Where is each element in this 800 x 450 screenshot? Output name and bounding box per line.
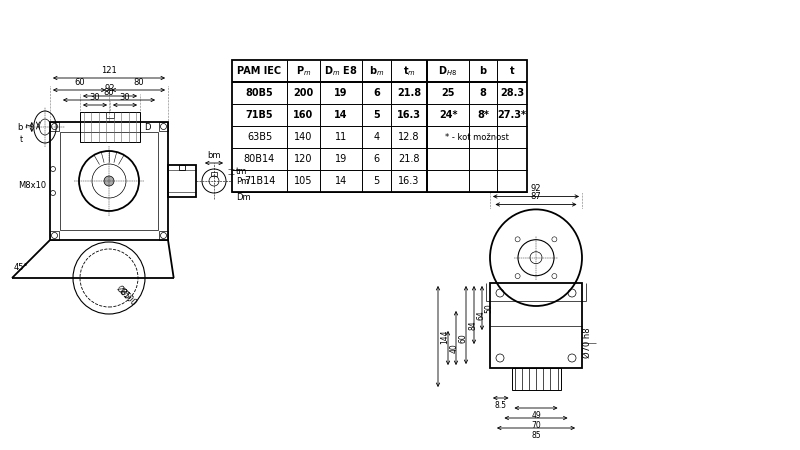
Text: D$_m$ E8: D$_m$ E8 — [324, 64, 358, 78]
Text: Ø70 h8: Ø70 h8 — [582, 328, 591, 358]
Text: Pm: Pm — [236, 176, 250, 185]
Text: 50: 50 — [484, 303, 493, 313]
Bar — [50, 231, 59, 240]
Text: 160: 160 — [294, 110, 314, 120]
Text: PAM IEC: PAM IEC — [238, 66, 282, 76]
Text: 60: 60 — [458, 333, 467, 343]
Text: 14: 14 — [335, 176, 347, 186]
Text: 30: 30 — [90, 93, 100, 102]
Text: b: b — [18, 122, 23, 131]
Text: 19: 19 — [335, 154, 347, 164]
Text: 80: 80 — [104, 88, 114, 97]
Text: 30: 30 — [120, 93, 130, 102]
Text: * - kot možnost: * - kot možnost — [445, 132, 509, 141]
Bar — [60, 132, 158, 230]
Text: b: b — [479, 66, 486, 76]
Text: 70: 70 — [531, 421, 541, 430]
Text: 49: 49 — [531, 411, 541, 420]
Text: 80: 80 — [133, 78, 143, 87]
Bar — [50, 122, 59, 131]
Text: 121: 121 — [101, 66, 117, 75]
Bar — [50, 122, 168, 240]
Text: 7: 7 — [26, 123, 35, 128]
Text: 6: 6 — [374, 154, 379, 164]
Bar — [80, 112, 140, 142]
Bar — [490, 283, 582, 368]
Bar — [232, 60, 527, 192]
Text: 71B5: 71B5 — [246, 110, 274, 120]
Text: 8*: 8* — [477, 110, 489, 120]
Text: 200: 200 — [294, 88, 314, 98]
Text: Dm: Dm — [236, 194, 250, 202]
Text: 28.3: 28.3 — [500, 88, 524, 98]
Text: t$_m$: t$_m$ — [402, 64, 415, 78]
Text: 8.5: 8.5 — [494, 401, 506, 410]
Text: Ø100: Ø100 — [117, 287, 138, 308]
Text: 16.3: 16.3 — [397, 110, 421, 120]
Text: 8: 8 — [479, 88, 486, 98]
Bar — [179, 165, 185, 170]
Text: 92: 92 — [530, 184, 542, 194]
Text: 21.8: 21.8 — [397, 88, 421, 98]
Text: 80B5: 80B5 — [246, 88, 274, 98]
Text: bm: bm — [207, 151, 221, 160]
Text: 24*: 24* — [438, 110, 458, 120]
Text: M8x10: M8x10 — [18, 181, 46, 190]
Text: 85: 85 — [531, 431, 541, 440]
Text: 92: 92 — [105, 84, 115, 93]
Text: 19: 19 — [334, 88, 348, 98]
Bar — [159, 231, 168, 240]
Text: Ø85: Ø85 — [114, 284, 131, 301]
Bar — [511, 368, 561, 390]
Text: 5: 5 — [374, 176, 380, 186]
Circle shape — [104, 176, 114, 186]
Text: 25: 25 — [442, 88, 454, 98]
Text: 64: 64 — [476, 310, 485, 320]
Text: 14: 14 — [334, 110, 348, 120]
Text: P$_m$: P$_m$ — [296, 64, 311, 78]
Text: D: D — [144, 122, 150, 131]
Bar — [168, 165, 196, 197]
Text: D$_{H8}$: D$_{H8}$ — [438, 64, 458, 78]
Text: 71B14: 71B14 — [244, 176, 275, 186]
Text: 12.8: 12.8 — [398, 132, 420, 142]
Text: 63B5: 63B5 — [247, 132, 272, 142]
Bar — [106, 112, 114, 118]
Text: 21.8: 21.8 — [398, 154, 420, 164]
Text: 144: 144 — [440, 329, 449, 344]
Text: 11: 11 — [335, 132, 347, 142]
Text: t: t — [20, 135, 23, 144]
Text: 16.3: 16.3 — [398, 176, 420, 186]
Text: 27.3*: 27.3* — [498, 110, 526, 120]
Text: 60: 60 — [74, 78, 85, 87]
Bar — [211, 172, 217, 176]
Text: b$_m$: b$_m$ — [369, 64, 384, 78]
Text: 105: 105 — [294, 176, 313, 186]
Text: t: t — [510, 66, 514, 76]
Text: 84: 84 — [468, 320, 477, 330]
Text: 6: 6 — [373, 88, 380, 98]
Text: 40: 40 — [450, 343, 459, 353]
Text: 45°: 45° — [14, 263, 29, 272]
Text: 87: 87 — [530, 193, 542, 202]
Text: 5: 5 — [373, 110, 380, 120]
Text: 80B14: 80B14 — [244, 154, 275, 164]
Text: 4: 4 — [374, 132, 379, 142]
Bar — [159, 122, 168, 131]
Text: tm: tm — [236, 167, 247, 176]
Text: 120: 120 — [294, 154, 313, 164]
Text: 140: 140 — [294, 132, 313, 142]
